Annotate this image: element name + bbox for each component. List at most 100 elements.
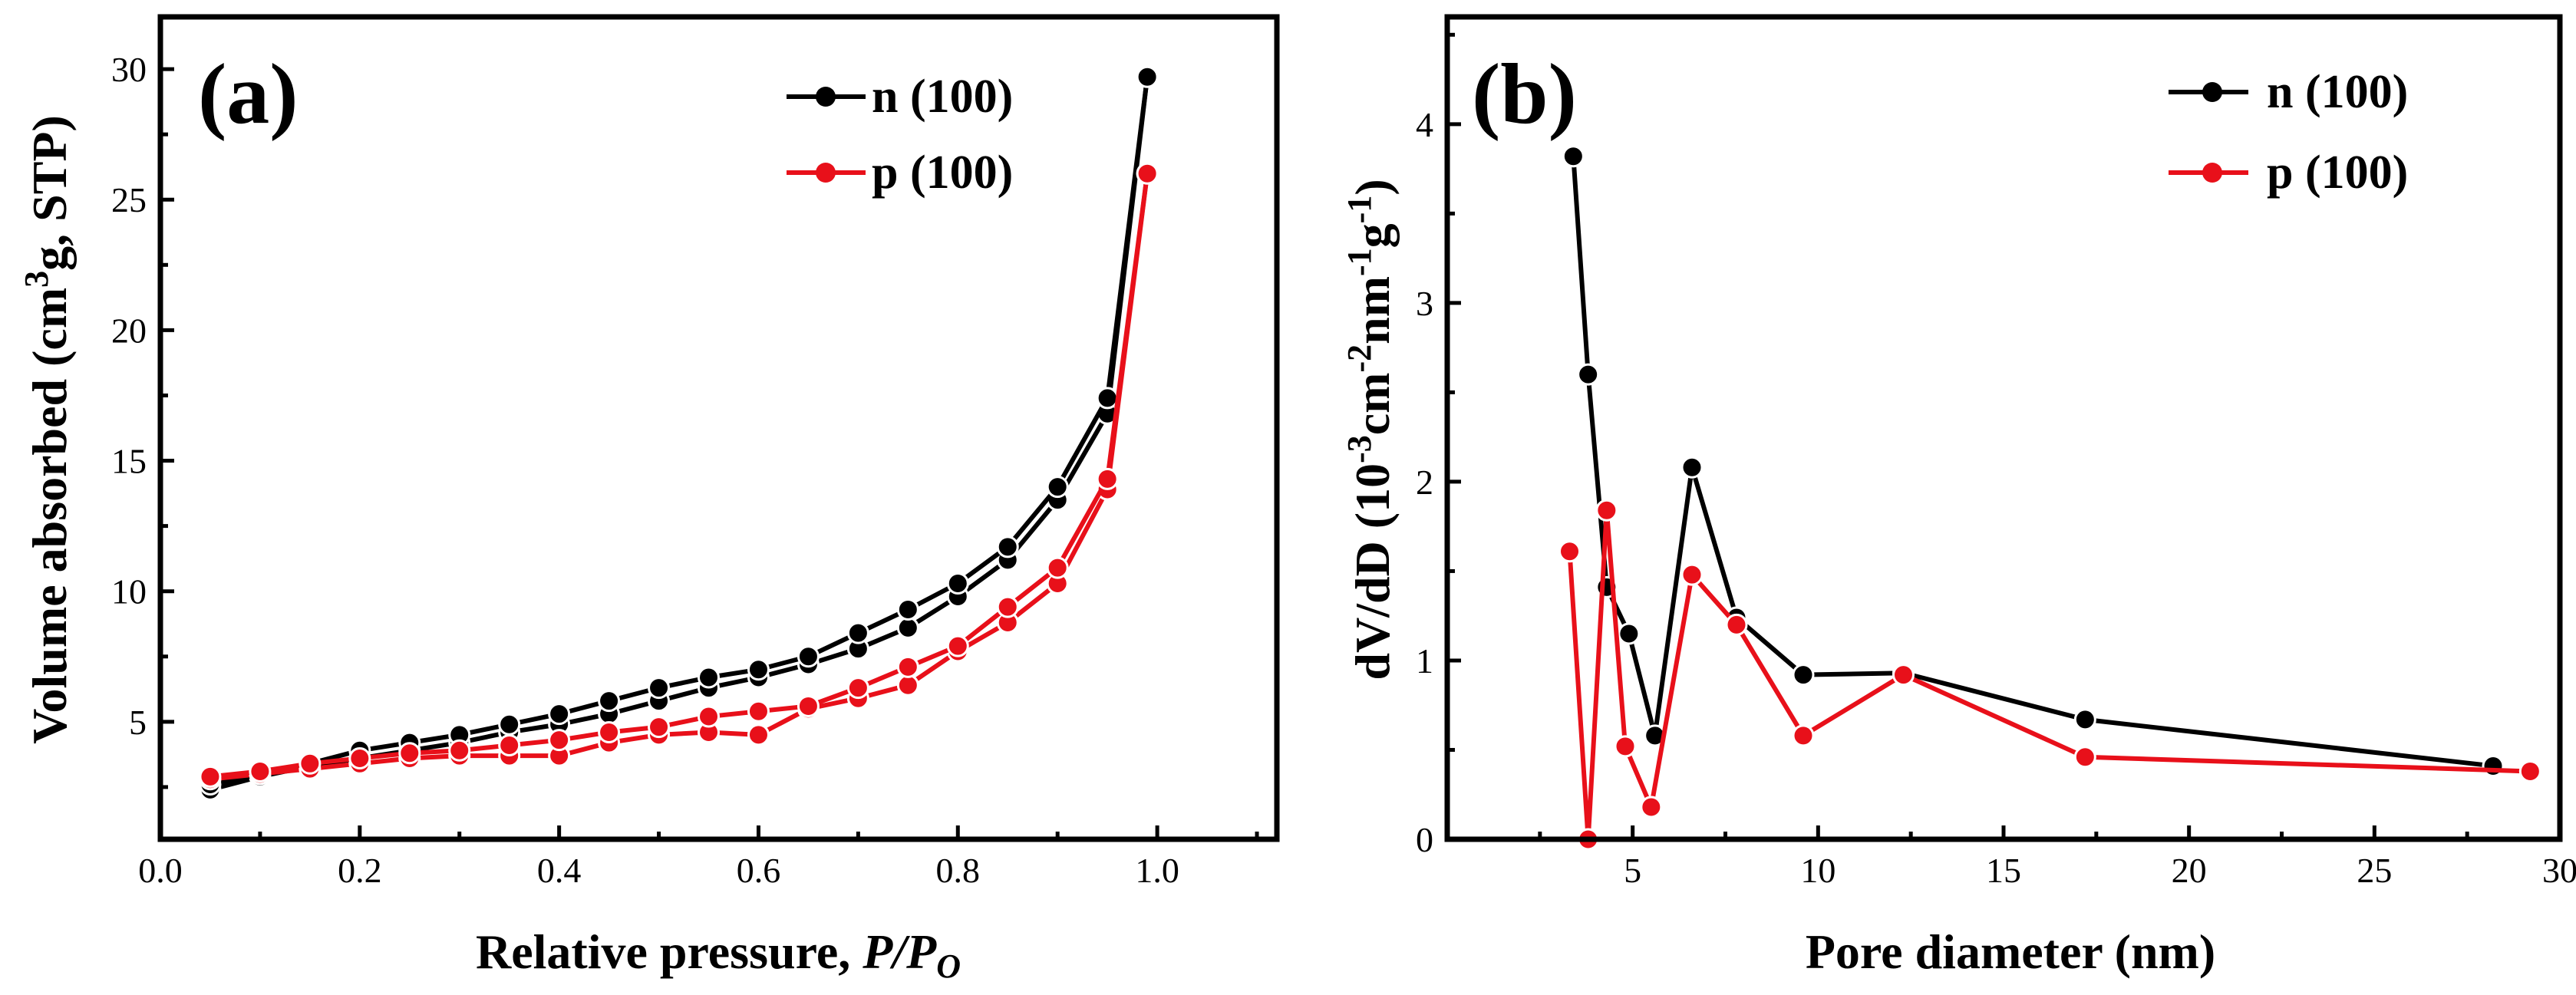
- panel-a-point-p100: [946, 634, 969, 657]
- panel-a-point-p100: [698, 705, 721, 728]
- panel-a-point-p100: [797, 694, 820, 717]
- panel-b-point-p100: [2073, 746, 2096, 769]
- panel-a-xtick-label: 0.6: [737, 851, 781, 890]
- panel-a-series-p100-line-0: [209, 173, 1150, 782]
- panel-a-point-n100: [747, 658, 770, 681]
- panel-a-label: (a): [198, 47, 298, 142]
- panel-a-point-p100: [648, 716, 671, 739]
- panel-b-series-n100-line-0: [1571, 156, 2494, 769]
- panel-a-point-n100: [946, 572, 969, 595]
- panel-b-point-n100: [2482, 754, 2505, 777]
- panel-a-point-n100: [698, 666, 721, 689]
- panel-a-xlabel-sub: O: [936, 947, 961, 985]
- panel-a-point-n100: [996, 535, 1019, 558]
- panel-a-point-p100: [996, 595, 1019, 618]
- panel-a-point-n100: [896, 616, 919, 639]
- panel-a-xlabel-prefix: Relative pressure,: [476, 924, 863, 979]
- panel-b-ylabel-p2: cm: [1345, 373, 1400, 436]
- panel-b-point-n100: [1792, 664, 1815, 687]
- panel-a-xtick-label: 0.0: [138, 851, 183, 890]
- legend-b-p100-marker: [2202, 163, 2222, 183]
- panel-a-ticks: 0.0 0.2 0.4 0.6 0.8 1.0 5 10 15 20 25 30: [111, 50, 1259, 890]
- panel-a-ytick-label: 20: [111, 311, 147, 350]
- panel-a-ytick-label: 10: [111, 572, 147, 611]
- panel-b-ytick-label: 4: [1416, 105, 1433, 144]
- panel-b-point-n100: [2073, 708, 2096, 731]
- panel-b-xtick-label: 5: [1624, 851, 1641, 890]
- panel-a-point-p100: [896, 674, 919, 697]
- panel-a-point-p100: [199, 765, 222, 788]
- panel-b-point-p100: [1558, 540, 1581, 563]
- panel-a-plot-area: [199, 65, 1159, 801]
- panel-a-ytick-label: 25: [111, 180, 147, 219]
- panel-b-point-n100: [1681, 456, 1704, 479]
- panel-b-ylabel-p1: -3: [1341, 435, 1378, 463]
- panel-b-y-axis-title: dV/dD (10-3cm-2nm-1g-1): [1341, 179, 1400, 680]
- panel-a-xtick-label: 0.2: [338, 851, 382, 890]
- panel-a-point-n100: [548, 703, 571, 726]
- panel-a-point-p100: [747, 723, 770, 746]
- panel-b-ylabel-p3: -2: [1341, 344, 1378, 373]
- panel-b-ylabel-p6: g: [1345, 223, 1400, 248]
- panel-a-point-n100: [896, 598, 919, 621]
- panel-a-isotherm-chart: 0.0 0.2 0.4 0.6 0.8 1.0 5 10 15 20 25 30 (a) n (100…: [18, 14, 1280, 985]
- panel-b-xtick-label: 30: [2542, 851, 2576, 890]
- panel-b-point-p100: [1595, 499, 1618, 522]
- panel-a-legend: n (100) p (100): [787, 71, 1013, 199]
- panel-b-point-p100: [1892, 664, 1915, 687]
- panel-a-point-n100: [1136, 65, 1159, 88]
- legend-a-p100-label: p (100): [872, 147, 1013, 199]
- panel-b-ytick-label: 3: [1416, 284, 1433, 323]
- panel-b-ytick-label: 1: [1416, 641, 1433, 680]
- panel-b-point-n100: [1618, 622, 1641, 645]
- panel-a-point-p100: [747, 700, 770, 723]
- panel-a-ylabel-suffix: g, STP): [22, 115, 77, 271]
- panel-a-point-p100: [298, 752, 322, 775]
- panel-b-point-p100: [1640, 796, 1663, 819]
- legend-b-n100-label: n (100): [2267, 66, 2408, 118]
- panel-a-ytick-label: 15: [111, 442, 147, 481]
- panel-b-series-p100-line-0: [1567, 508, 2531, 842]
- panel-a-point-n100: [598, 690, 621, 713]
- panel-b-ylabel-p8: ): [1345, 179, 1400, 195]
- panel-a-point-p100: [598, 720, 621, 743]
- panel-b-point-n100: [1577, 363, 1600, 386]
- panel-b-xtick-label: 15: [1986, 851, 2021, 890]
- panel-a-point-p100: [448, 739, 471, 762]
- panel-b-ylabel-p5: -1: [1341, 248, 1378, 276]
- panel-a-x-axis-title: Relative pressure, P/PO: [476, 924, 961, 985]
- panel-b-ticks: 5 10 15 20 25 30 0 1 2 3 4: [1416, 32, 2576, 890]
- panel-b-point-n100: [1562, 145, 1585, 168]
- panel-b-xtick-label: 20: [2172, 851, 2207, 890]
- panel-a-point-p100: [846, 677, 869, 700]
- panel-a-axes-frame: [157, 14, 1280, 842]
- panel-a-point-p100: [548, 729, 571, 752]
- panel-b-pore-distribution-chart: 5 10 15 20 25 30 0 1 2 3 4 (b) n (100) p (100) Por…: [1341, 14, 2576, 979]
- panel-a-series-p100-line-1: [209, 173, 1150, 779]
- panel-a-point-p100: [1046, 556, 1069, 579]
- panel-a-ytick-label: 5: [129, 703, 147, 742]
- panel-b-x-axis-title: Pore diameter (nm): [1806, 924, 2215, 979]
- legend-b-n100-marker: [2202, 82, 2222, 102]
- panel-a-ytick-label: 30: [111, 50, 147, 89]
- panel-a-point-p100: [896, 655, 919, 678]
- panel-a-y-axis-title: Volume absorbed (cm3g, STP): [18, 115, 77, 744]
- panel-b-xtick-label: 10: [1800, 851, 1836, 890]
- legend-a-n100-marker: [816, 87, 836, 107]
- panel-a-xtick-label: 0.4: [537, 851, 582, 890]
- panel-b-axes-frame: [1444, 14, 2563, 842]
- legend-b-p100-label: p (100): [2267, 147, 2408, 199]
- panel-b-ylabel-p7: -1: [1341, 196, 1378, 224]
- panel-b-label: (b): [1472, 47, 1577, 142]
- panel-a-point-n100: [846, 621, 869, 644]
- panel-a-point-p100: [1136, 162, 1159, 185]
- panel-a-ylabel-main: Volume absorbed (cm: [22, 288, 77, 744]
- panel-b-point-p100: [1792, 724, 1815, 747]
- panel-a-point-p100: [249, 760, 272, 783]
- panel-b-point-p100: [1614, 735, 1637, 758]
- panel-b-xtick-label: 25: [2357, 851, 2392, 890]
- panel-b-ylabel-p0: dV/dD (10: [1345, 463, 1400, 680]
- legend-a-p100-marker: [816, 163, 836, 183]
- panel-a-xtick-label: 0.8: [936, 851, 981, 890]
